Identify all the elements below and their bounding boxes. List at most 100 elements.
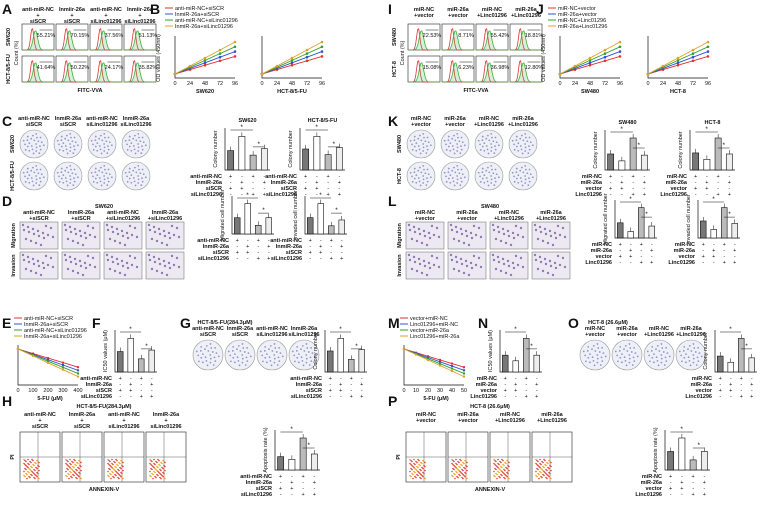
colony [456, 143, 459, 145]
sample-peak [442, 30, 474, 51]
chart-title: HCT-8 [705, 120, 721, 126]
event-dot [548, 475, 550, 478]
event-dot [535, 470, 537, 473]
event-dot [550, 469, 552, 472]
sign: - [130, 376, 132, 382]
stained-cell [123, 243, 127, 247]
significance-star: * [145, 343, 148, 350]
histogram-box [407, 55, 441, 83]
plot-title: SW620 [196, 89, 214, 95]
colony [694, 351, 697, 353]
colony [268, 348, 270, 351]
x-tick-label: 72 [304, 81, 310, 87]
event-dot [111, 458, 113, 461]
event-dot [505, 466, 507, 469]
stained-cell [51, 265, 55, 269]
stained-cell [464, 229, 468, 233]
stained-cell [133, 256, 137, 260]
stained-cell [516, 263, 520, 267]
series-line [559, 46, 621, 75]
stained-cell [541, 239, 545, 243]
group-label: vector [585, 186, 602, 192]
stained-cell [534, 228, 538, 232]
event-dot [114, 465, 116, 468]
column-header: anti-miR-NC [107, 210, 139, 216]
stained-cell [79, 234, 83, 238]
bar [618, 160, 626, 171]
colony [262, 360, 264, 363]
sign: + [680, 486, 683, 492]
event-dot [108, 475, 110, 478]
colony-dishes-g: anti-miR-NCsiSCRInmiR-26asiSCRanti-miR-N… [192, 326, 320, 371]
event-dot [158, 459, 160, 462]
stained-cell [457, 269, 461, 273]
sign: - [313, 474, 315, 480]
colony [303, 350, 306, 352]
stained-cell [541, 269, 545, 273]
sample-peak [56, 62, 88, 83]
sign: + [504, 388, 507, 394]
event-dot [542, 465, 544, 468]
event-dot [535, 458, 537, 461]
colony [278, 346, 281, 349]
colony [140, 152, 143, 155]
colony [660, 357, 663, 360]
sign: + [750, 394, 753, 400]
sign: + [313, 492, 316, 498]
sign: + [702, 242, 705, 248]
event-dot [537, 472, 539, 475]
colony [73, 148, 76, 151]
event-dot [423, 472, 425, 475]
significance-star: * [629, 196, 632, 203]
event-dot [70, 475, 72, 478]
colony [205, 360, 208, 362]
sign: + [719, 388, 722, 394]
event-dot [541, 460, 543, 463]
micrograph [531, 221, 571, 250]
colony [460, 148, 463, 151]
event-dot [38, 477, 40, 480]
event-dot [67, 468, 69, 471]
colony [135, 139, 138, 142]
event-dot [537, 468, 539, 471]
column-header: siLinc01296 [256, 332, 287, 338]
column-header: siLinc01296 [124, 19, 155, 25]
sign: + [339, 388, 342, 394]
stained-cell [423, 264, 427, 268]
colony [420, 171, 423, 174]
colony [458, 140, 461, 143]
event-dot [120, 467, 122, 470]
event-dot [119, 474, 121, 477]
sign: - [713, 260, 715, 266]
stained-cell [477, 256, 481, 260]
sign: - [515, 394, 517, 400]
group-label: miR-26a [476, 382, 498, 388]
stained-cell [93, 265, 97, 269]
colony [141, 177, 143, 180]
bar [738, 338, 745, 373]
grid-title: HCT-8/5-FU(284.3μM) [197, 320, 252, 326]
stained-cell [538, 225, 542, 229]
colony [128, 145, 131, 148]
sign: + [129, 388, 132, 394]
stained-cell [116, 232, 120, 236]
colony [449, 174, 452, 177]
x-tick-label: 0 [646, 81, 649, 87]
panel-letter-o: O [568, 315, 579, 331]
histogram-box [123, 23, 157, 51]
significance-star: * [129, 326, 132, 333]
event-dot [28, 471, 30, 474]
event-dot [501, 470, 503, 473]
column-header: +siLinc01296 [148, 216, 182, 222]
colony [209, 343, 212, 345]
x-tick-label: 0 [16, 388, 19, 394]
colony [214, 346, 217, 349]
event-dot [466, 461, 468, 464]
stained-cell [172, 233, 176, 237]
colony [445, 180, 448, 183]
histogram-box [55, 23, 89, 51]
stained-cell [24, 267, 28, 271]
column-header: InmiR-26a [68, 210, 95, 216]
